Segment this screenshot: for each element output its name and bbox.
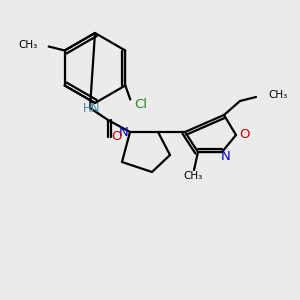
Text: N: N	[119, 125, 129, 139]
Text: Cl: Cl	[134, 98, 147, 111]
Text: O: O	[239, 128, 249, 142]
Text: CH₃: CH₃	[268, 90, 287, 100]
Text: O: O	[111, 130, 121, 143]
Text: CH₃: CH₃	[183, 171, 202, 181]
Text: HN: HN	[83, 103, 101, 116]
Text: N: N	[221, 151, 231, 164]
Text: CH₃: CH₃	[18, 40, 38, 50]
